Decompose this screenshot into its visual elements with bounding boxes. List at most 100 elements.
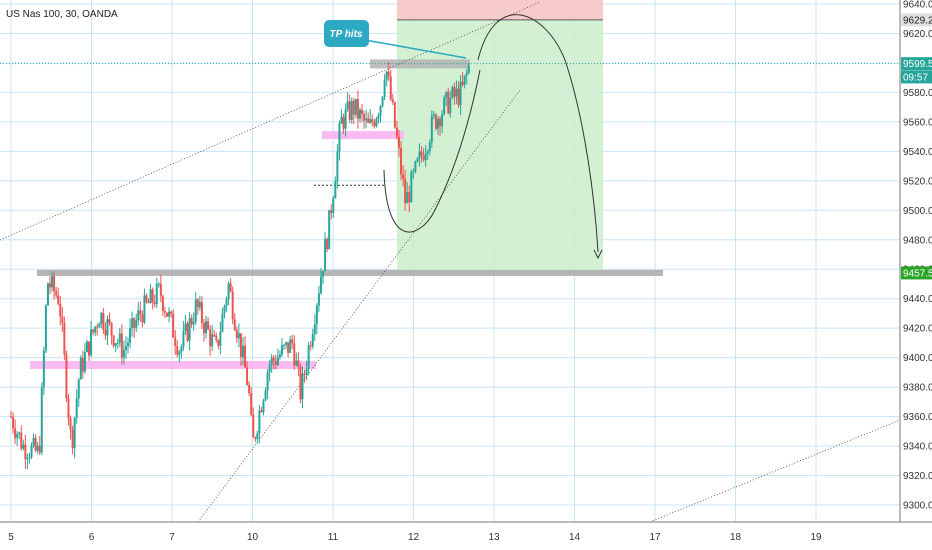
candle-down [453, 87, 456, 97]
candle-up [26, 458, 29, 460]
price-tick-label: 9480.0 [903, 235, 932, 246]
price-badge [901, 13, 932, 27]
candle-down [367, 118, 370, 123]
candle-up [459, 81, 462, 106]
candle-down [14, 428, 17, 438]
candle-up [313, 324, 316, 335]
callout-pointer [364, 39, 467, 59]
candle-down [291, 339, 294, 344]
candle-down [139, 310, 142, 315]
candle-up [354, 98, 357, 115]
candle-down [287, 342, 290, 353]
price-badge-label: 09:57 [903, 72, 928, 83]
candle-up [369, 119, 372, 123]
candle-down [186, 323, 189, 341]
candle-up [430, 116, 433, 143]
candle-down [92, 329, 95, 333]
candle-up [143, 295, 146, 323]
candle-up [79, 357, 82, 380]
candle-up [311, 334, 314, 347]
candle-down [172, 313, 175, 338]
candle-up [301, 373, 304, 400]
candle-down [248, 384, 251, 394]
price-tick-label: 9540.0 [903, 147, 932, 158]
candle-down [352, 100, 355, 115]
callout-text: TP hits [330, 29, 363, 40]
candle-up [16, 433, 19, 438]
candle-up [188, 318, 191, 341]
callout-box [324, 20, 369, 47]
price-tick-label: 9560.0 [903, 117, 932, 128]
candle-up [426, 151, 429, 154]
candle-down [461, 81, 464, 85]
candle-up [332, 198, 335, 214]
candle-down [34, 437, 37, 451]
candle-up [428, 142, 431, 152]
candle-down [402, 174, 405, 179]
candle-up [270, 357, 273, 366]
overlays: TP hits [324, 14, 603, 260]
price-scale[interactable]: 9640.09620.09600.09580.09560.09540.09520… [899, 0, 932, 550]
candle-up [328, 210, 331, 250]
price-badge-label: 9629.2 [903, 15, 932, 26]
candle-up [256, 433, 259, 439]
candle-up [94, 326, 97, 333]
candle-up [77, 379, 80, 399]
candle-up [416, 158, 419, 162]
candle-up [168, 311, 171, 317]
candle-up [149, 289, 152, 304]
candle-down [420, 151, 423, 156]
candle-down [49, 283, 52, 288]
target-level-bar [37, 269, 663, 276]
candle-down [96, 326, 99, 328]
candle-up [414, 161, 417, 172]
time-scale[interactable]: 5 6 7 10 11 12 13 14 17 18 19 [0, 521, 932, 550]
candle-up [223, 306, 226, 314]
candle-down [59, 304, 62, 317]
candle-down [393, 102, 396, 128]
candle-up [322, 271, 325, 277]
candle-up [180, 346, 183, 353]
candle-up [32, 437, 35, 446]
price-badge [901, 266, 932, 280]
candle-down [102, 312, 105, 330]
price-badge-label: 9599.5 [903, 59, 932, 70]
price-tick-label: 9520.0 [903, 176, 932, 187]
time-tick-label: 11 [328, 532, 339, 543]
candle-down [81, 357, 84, 372]
candle-down [235, 329, 238, 339]
projection-curve-right [477, 14, 599, 253]
price-tick-label: 9620.0 [903, 29, 932, 40]
candle-up [46, 283, 49, 306]
candle-down [133, 318, 136, 328]
candle-up [262, 400, 265, 412]
candle-down [404, 178, 407, 204]
candle-down [65, 354, 68, 399]
price-tick-label: 9380.0 [903, 383, 932, 394]
candle-up [22, 444, 25, 449]
candle-down [88, 341, 91, 356]
candle-up [124, 346, 127, 350]
candle-down [67, 398, 70, 419]
candle-up [73, 417, 76, 449]
time-tick-label: 5 [8, 532, 14, 543]
candle-up [350, 100, 353, 120]
candle-up [131, 318, 134, 329]
candle-down [397, 137, 400, 148]
candle-down [395, 127, 398, 138]
candle-up [346, 101, 349, 110]
candle-down [260, 410, 263, 412]
candle-down [57, 295, 60, 305]
candle-down [330, 210, 333, 214]
take-profit-zone [397, 19, 603, 273]
candle-down [196, 299, 199, 308]
candle-down [38, 445, 41, 453]
time-tick-label: 13 [488, 532, 500, 543]
candle-up [225, 298, 228, 307]
price-tick-label: 9340.0 [903, 442, 932, 453]
candle-up [285, 342, 288, 345]
candle-up [137, 310, 140, 321]
candle-up [276, 357, 279, 365]
